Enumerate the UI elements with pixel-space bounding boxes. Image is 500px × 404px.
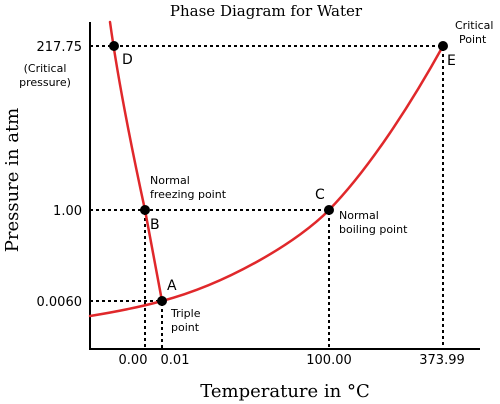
letter-d: D — [122, 52, 133, 68]
letter-a: A — [167, 278, 177, 294]
y-tick-label: 217.75 — [37, 40, 83, 55]
x-tick-label: 0.01 — [161, 353, 190, 368]
critical-pressure-note-line2: pressure) — [19, 76, 71, 89]
vaporization-curve — [160, 44, 445, 303]
point-b-freezing — [140, 205, 150, 215]
freezing-point-line1: Normal — [150, 174, 190, 187]
chart-title: Phase Diagram for Water — [170, 2, 363, 20]
triple-point-line1: Triple — [170, 307, 201, 320]
freezing-point-line2: freezing point — [150, 188, 227, 201]
fusion-curve — [108, 20, 164, 303]
y-tick-labels: 217.75 1.00 0.0060 — [37, 40, 83, 310]
x-tick-label: 100.00 — [306, 353, 352, 368]
y-note: (Critical pressure) — [19, 62, 71, 89]
boiling-point-line1: Normal — [339, 209, 379, 222]
point-d — [109, 41, 119, 51]
x-tick-label: 373.99 — [419, 353, 465, 368]
point-letters: A B C D E — [122, 52, 456, 294]
sublimation-curve — [88, 299, 164, 318]
point-a-triple — [157, 296, 167, 306]
critical-point-line2: Point — [459, 33, 487, 46]
x-tick-label: 0.00 — [119, 353, 148, 368]
letter-e: E — [447, 53, 456, 69]
point-e-critical — [438, 41, 448, 51]
axes — [89, 22, 480, 350]
boiling-point-line2: boiling point — [339, 223, 408, 236]
phase-points — [109, 41, 448, 306]
phase-curves — [88, 20, 445, 318]
letter-c: C — [315, 187, 325, 203]
critical-point-line1: Critical — [455, 19, 493, 32]
critical-pressure-note-line1: (Critical — [24, 62, 67, 75]
letter-b: B — [150, 217, 160, 233]
x-axis-title: Temperature in °C — [200, 381, 370, 402]
guide-lines — [90, 45, 444, 349]
point-c-boiling — [324, 205, 334, 215]
x-tick-labels: 0.00 0.01 100.00 373.99 — [119, 353, 465, 368]
y-tick-label: 1.00 — [53, 204, 82, 219]
triple-point-line2: point — [171, 321, 200, 334]
y-axis-title: Pressure in atm — [2, 108, 23, 253]
y-tick-label: 0.0060 — [37, 295, 83, 310]
point-descriptions: Triple point Normal freezing point Norma… — [150, 19, 493, 334]
